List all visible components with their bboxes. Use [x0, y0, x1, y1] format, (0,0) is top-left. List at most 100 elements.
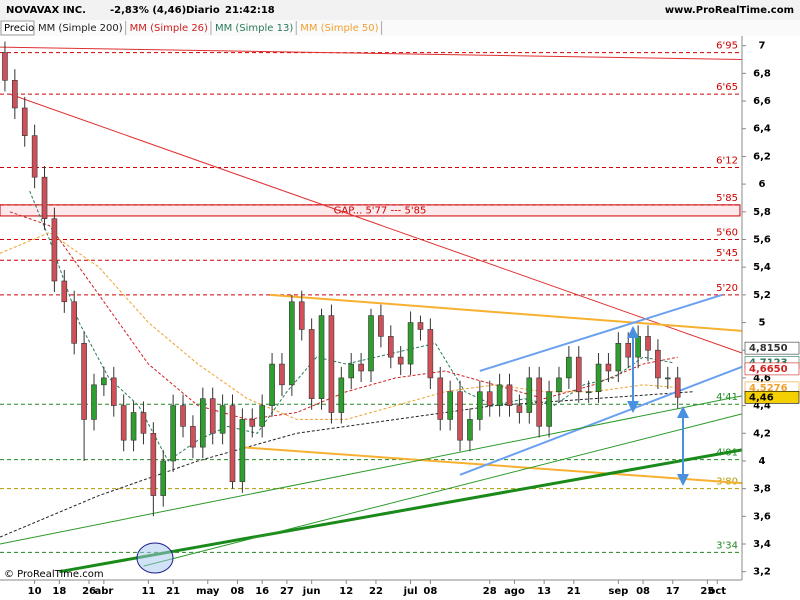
x-tick-label: 10 [28, 586, 42, 597]
candle-body [200, 398, 206, 448]
gap-zone [0, 204, 741, 217]
x-tick-label: 08 [230, 586, 244, 597]
legend-label: MM (Simple 200) [38, 23, 123, 34]
candle-body [338, 377, 345, 413]
x-tick-label: 28 [483, 586, 497, 597]
candle-body [437, 377, 444, 420]
candle-body [289, 301, 295, 386]
trendline [0, 395, 743, 545]
candle-body [467, 419, 473, 441]
y-tick-label: 4 [759, 456, 766, 467]
candle-body [12, 79, 18, 109]
level-label: 4'41 [716, 392, 738, 403]
trendline [9, 93, 743, 354]
candle-body [180, 405, 186, 427]
legend-label: MM (Simple 26) [130, 23, 208, 34]
plot: GAP... 5'77 --- 5'85 6'95 6'65 6'12 5'85 5'60… [0, 41, 743, 574]
candle-body [615, 342, 622, 372]
x-tick-label: abr [94, 586, 113, 597]
y-tick-label: 6,2 [753, 151, 771, 162]
price-tag [744, 390, 800, 404]
candle-body [595, 363, 602, 393]
trendline [59, 448, 743, 574]
level-label: 5'20 [716, 283, 738, 294]
candle-body [209, 398, 216, 434]
price-tag [744, 362, 800, 376]
header-time: 21:42:18 [225, 5, 275, 16]
gap-label: GAP... 5'77 --- 5'85 [334, 205, 427, 216]
x-tick-label: 25 [700, 586, 714, 597]
level-label: 6'95 [716, 41, 738, 52]
candle-body [645, 336, 651, 351]
y-tick-label: 4,4 [753, 401, 771, 412]
x-tick-label: 27 [280, 586, 294, 597]
y-tick-label: 5 [759, 318, 766, 329]
candle-body [120, 405, 127, 441]
candle-body [239, 419, 246, 483]
candle-body [585, 391, 592, 394]
candle-body [318, 315, 325, 399]
y-tick-label: 3,4 [753, 539, 771, 550]
x-tick-label: sep [608, 586, 628, 597]
level-label: 6'12 [716, 156, 738, 167]
price-tag-label: 4,8150 [749, 343, 788, 354]
candle-body [387, 336, 394, 358]
candle-body [447, 391, 453, 420]
header-title: NOVAVAX INC. [6, 5, 86, 16]
candle-body [249, 419, 256, 427]
candle-body [378, 315, 384, 337]
candle-body [566, 356, 572, 379]
candle-body [101, 377, 107, 386]
trendline [143, 413, 743, 567]
price-legend: Precio [4, 23, 34, 34]
candle-body [71, 301, 77, 344]
y-tick-label: 6,4 [753, 124, 771, 135]
y-tick-label: 3,2 [753, 567, 771, 578]
candle-body [31, 135, 38, 178]
trendline [270, 293, 743, 332]
candle-body [397, 356, 404, 365]
candle-body [655, 349, 661, 379]
candle-body [259, 405, 265, 427]
candle-body [81, 342, 87, 420]
candle-body [91, 384, 97, 420]
y-tick-label: 6,8 [753, 68, 771, 79]
candle-body [358, 363, 364, 372]
candle-body [486, 391, 493, 406]
candle-body [269, 363, 275, 406]
candle-body [635, 336, 641, 358]
y-tick-label: 5,8 [753, 207, 771, 218]
moving-average [29, 190, 673, 462]
candle-body [328, 315, 335, 413]
highlight-circle [136, 542, 174, 574]
legend-label: MM (Simple 50) [300, 23, 378, 34]
candle-body [575, 356, 582, 393]
candle-body [417, 322, 424, 330]
candle-body [674, 377, 681, 398]
y-tick-label: 6 [759, 179, 766, 190]
trendline [0, 46, 743, 61]
price-tag-label: 4,5276 [749, 383, 788, 394]
x-tick-label: 21 [567, 586, 581, 597]
candle-body [150, 432, 157, 496]
candle-body [526, 377, 533, 413]
moving-average [0, 391, 693, 538]
legend-bar [0, 20, 800, 36]
header-site: www.ProRealTime.com [665, 5, 794, 16]
candle-body [279, 363, 285, 386]
header-change: -2,83% (4,46) [110, 5, 186, 16]
legend: MM (Simple 200) MM (Simple 26) MM (Simple … [38, 21, 383, 35]
candle-body [536, 377, 542, 427]
y-tick-label: 3,8 [753, 484, 771, 495]
trendline [479, 293, 723, 372]
candle-body [368, 315, 374, 372]
candle-body [229, 405, 236, 483]
x-tick-label: 08 [423, 586, 437, 597]
x-tick-label: 16 [255, 586, 269, 597]
candle-body [348, 363, 355, 379]
candle-body [41, 176, 48, 220]
y-tick-label: 6,6 [753, 96, 771, 107]
candle-body [130, 412, 137, 441]
candle-body [160, 460, 167, 496]
